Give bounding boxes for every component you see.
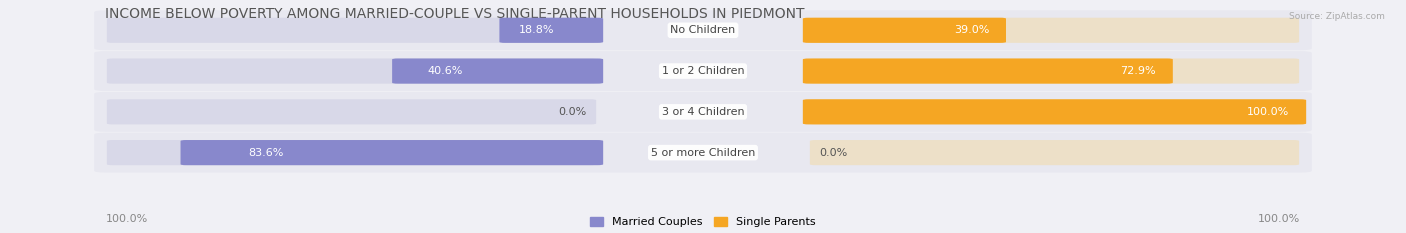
Text: 72.9%: 72.9%: [1121, 66, 1156, 76]
FancyBboxPatch shape: [803, 99, 1306, 124]
Text: INCOME BELOW POVERTY AMONG MARRIED-COUPLE VS SINGLE-PARENT HOUSEHOLDS IN PIEDMON: INCOME BELOW POVERTY AMONG MARRIED-COUPL…: [105, 7, 806, 21]
FancyBboxPatch shape: [107, 99, 596, 124]
FancyBboxPatch shape: [94, 10, 1312, 50]
FancyBboxPatch shape: [180, 140, 603, 165]
FancyBboxPatch shape: [810, 58, 1299, 84]
Text: 1 or 2 Children: 1 or 2 Children: [662, 66, 744, 76]
FancyBboxPatch shape: [810, 99, 1299, 124]
FancyBboxPatch shape: [107, 58, 596, 84]
Text: 18.8%: 18.8%: [519, 25, 554, 35]
FancyBboxPatch shape: [499, 18, 603, 43]
Legend: Married Couples, Single Parents: Married Couples, Single Parents: [591, 217, 815, 227]
FancyBboxPatch shape: [810, 18, 1299, 43]
FancyBboxPatch shape: [107, 18, 596, 43]
Text: 39.0%: 39.0%: [953, 25, 990, 35]
Text: 100.0%: 100.0%: [1247, 107, 1289, 117]
Text: 3 or 4 Children: 3 or 4 Children: [662, 107, 744, 117]
FancyBboxPatch shape: [803, 58, 1173, 84]
Text: 100.0%: 100.0%: [1258, 214, 1301, 224]
Text: 83.6%: 83.6%: [247, 148, 283, 158]
Text: 100.0%: 100.0%: [105, 214, 148, 224]
Text: No Children: No Children: [671, 25, 735, 35]
FancyBboxPatch shape: [392, 58, 603, 84]
FancyBboxPatch shape: [94, 51, 1312, 91]
FancyBboxPatch shape: [107, 140, 596, 165]
Text: 40.6%: 40.6%: [427, 66, 463, 76]
FancyBboxPatch shape: [803, 18, 1007, 43]
Text: Source: ZipAtlas.com: Source: ZipAtlas.com: [1289, 12, 1385, 21]
FancyBboxPatch shape: [94, 92, 1312, 132]
Text: 0.0%: 0.0%: [820, 148, 848, 158]
Text: 0.0%: 0.0%: [558, 107, 586, 117]
FancyBboxPatch shape: [810, 140, 1299, 165]
FancyBboxPatch shape: [94, 133, 1312, 172]
Text: 5 or more Children: 5 or more Children: [651, 148, 755, 158]
